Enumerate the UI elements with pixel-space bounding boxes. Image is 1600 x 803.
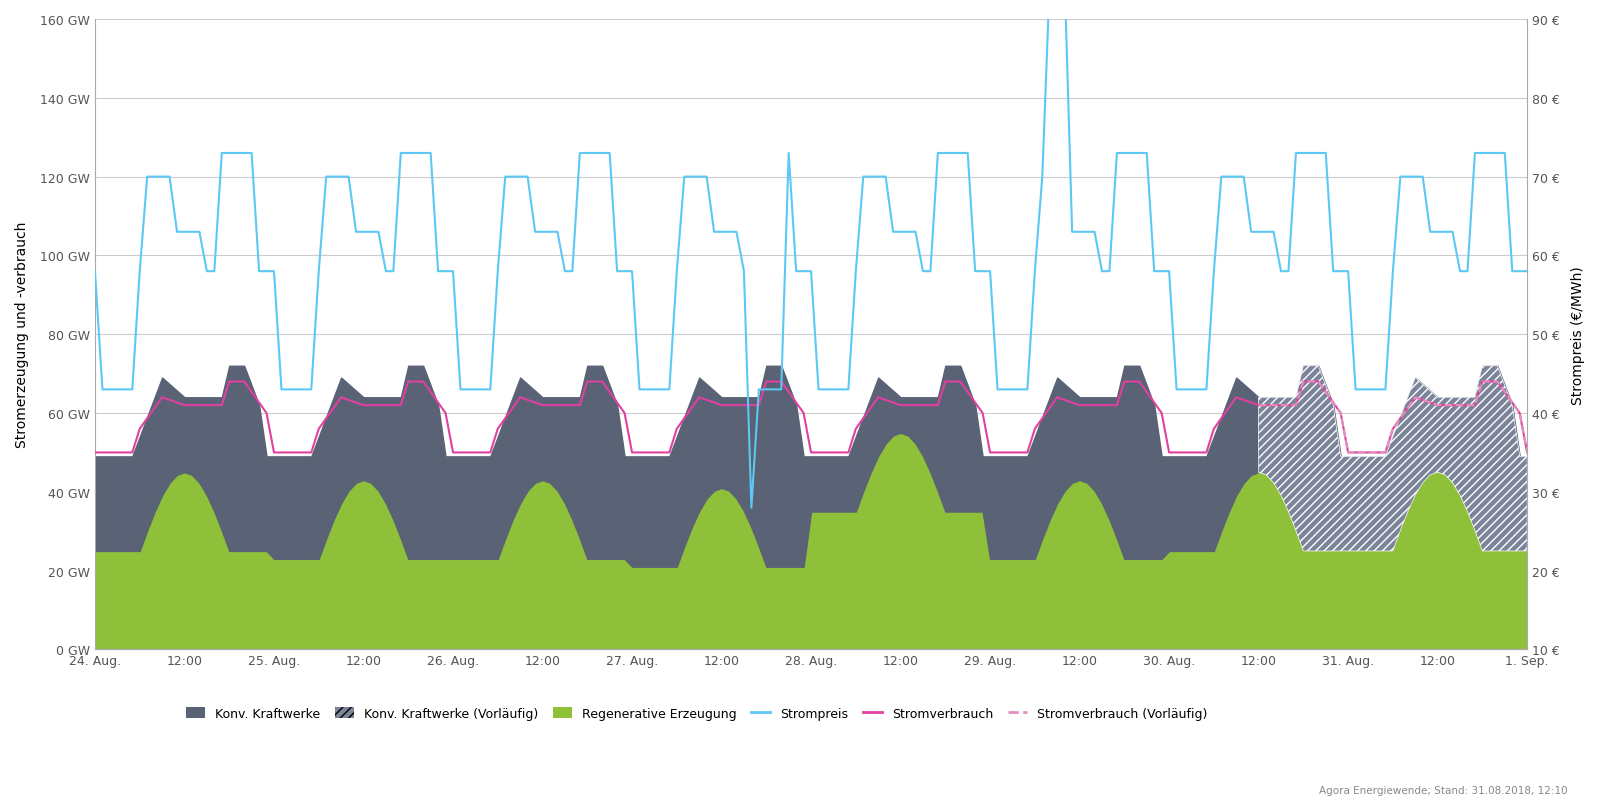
Y-axis label: Strompreis (€/MWh): Strompreis (€/MWh) [1571, 266, 1586, 404]
Y-axis label: Stromerzeugung und -verbrauch: Stromerzeugung und -verbrauch [14, 222, 29, 448]
Legend: Konv. Kraftwerke, Konv. Kraftwerke (Vorläufig), Regenerative Erzeugung, Strompre: Konv. Kraftwerke, Konv. Kraftwerke (Vorl… [181, 703, 1213, 725]
Text: Agora Energiewende; Stand: 31.08.2018, 12:10: Agora Energiewende; Stand: 31.08.2018, 1… [1320, 785, 1568, 795]
